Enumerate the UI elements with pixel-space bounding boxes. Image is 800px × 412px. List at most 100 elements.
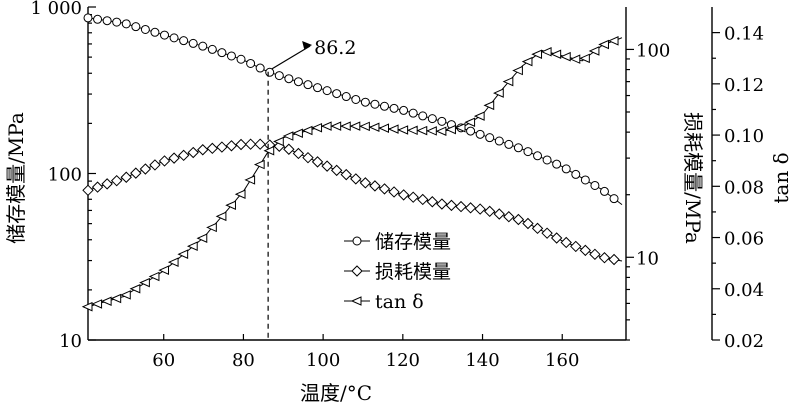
right-tick-label: 0.06 [724,229,764,250]
series-marker [160,30,170,40]
series-marker [579,244,592,257]
annotation-label: 86.2 [314,37,356,59]
series-marker [273,136,284,147]
series-marker [311,122,323,133]
x-tick-label: 140 [465,350,499,371]
series-marker [445,124,456,135]
right-tick-label: 0.10 [724,126,764,147]
series-marker [427,114,437,124]
series-marker [110,174,123,187]
series-marker [531,49,543,60]
series-marker [83,13,93,23]
series-marker [139,163,152,175]
series-marker [350,173,362,185]
series-marker [483,100,495,111]
series-marker [493,88,504,98]
series-marker [253,159,265,170]
series-marker [397,189,410,201]
series-marker [139,277,150,288]
legend-item-loss-modulus: 损耗模量 [344,261,451,283]
series-marker [407,191,419,203]
legend-item-storage-modulus: 储存模量 [344,231,451,253]
series-marker [437,116,447,126]
series-marker [112,17,122,27]
series-marker [569,54,581,64]
series-marker [426,126,437,136]
right-tick-label: 0.02 [724,331,764,352]
series-marker [378,183,391,195]
series-marker [311,156,324,168]
series-marker [130,167,142,179]
series-marker [512,213,525,226]
series-marker [349,121,361,131]
series-marker [121,19,131,29]
series-marker [589,248,601,261]
series-marker [284,74,294,84]
series-marker [360,97,370,107]
series-marker [197,144,209,156]
series-marker [464,117,476,128]
series-2 [81,36,623,312]
series-marker [179,36,189,46]
series-marker [234,189,246,199]
series-1 [82,138,623,266]
x-tick-label: 160 [545,350,579,371]
series-marker [408,108,418,118]
series-marker [341,92,351,102]
series-marker [322,86,332,96]
series-marker [226,51,236,61]
legend-label-storage-modulus: 储存模量 [375,231,451,253]
series-marker [225,200,236,211]
annotation-group: 86.2 [267,37,356,340]
series-marker [580,175,590,185]
x-tick-label: 120 [386,350,420,371]
series-marker [571,169,581,179]
series-marker [494,136,504,146]
series-marker [188,38,198,48]
series-marker [351,94,361,104]
series-marker [387,124,399,134]
series-marker [340,121,351,131]
right-tick-label: 0.08 [724,177,764,198]
series-marker [321,160,333,172]
series-marker [82,184,94,197]
series-marker [177,149,190,162]
legend: 储存模量 损耗模量 tan δ [344,231,451,313]
series-marker [100,296,112,307]
series-marker [177,249,189,259]
series-marker [399,105,409,115]
series-marker [255,63,265,73]
series-marker [207,44,217,54]
series-marker [332,89,342,99]
series-marker [110,293,122,304]
series-marker [397,125,409,135]
series-marker [445,199,458,212]
right-tick-label: 0.04 [724,280,764,301]
series-marker [167,257,179,267]
series-marker [254,138,266,150]
left-y-axis-label: 储存模量/MPa [4,112,28,244]
series-marker [483,205,496,218]
series-marker [368,122,380,133]
series-marker [512,65,523,76]
series-marker [417,193,429,206]
series-marker [513,143,523,153]
series-marker [196,233,208,243]
series-marker [552,159,562,169]
series-marker [148,271,160,282]
right-y-axis-label: tan δ [769,152,793,203]
series-marker [475,129,485,139]
x-axis-label: 温度/°C [300,381,372,405]
series-marker [455,200,467,213]
annotation-arrow-line [271,45,311,70]
series-marker [598,252,611,264]
series-marker [464,202,477,214]
series-marker [282,131,294,141]
series-marker [187,146,199,159]
series-marker [293,77,303,87]
series-marker [244,138,257,150]
series-marker [216,141,228,153]
series-marker [504,139,514,149]
series-marker [531,222,544,235]
